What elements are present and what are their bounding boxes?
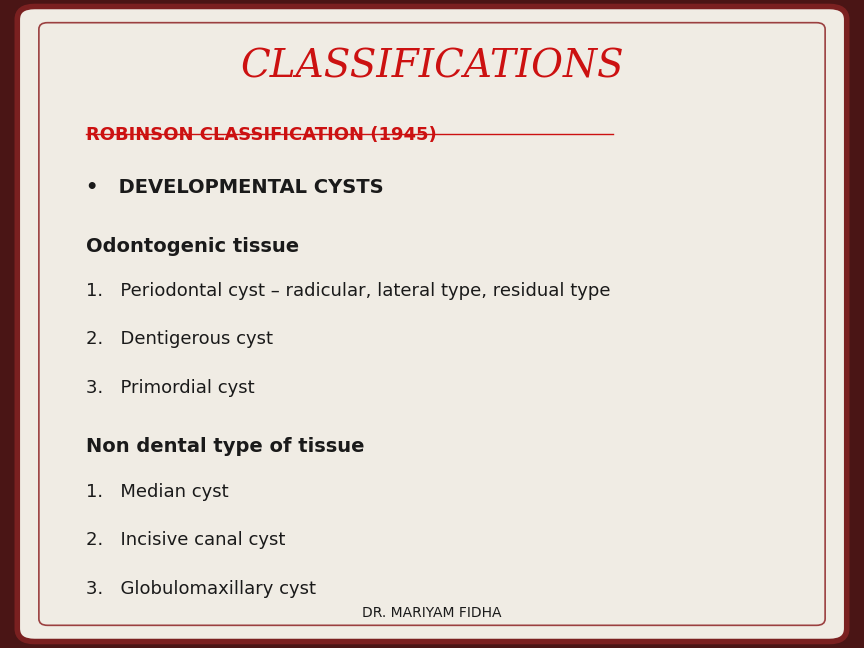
Text: 3.   Globulomaxillary cyst: 3. Globulomaxillary cyst [86, 580, 316, 598]
Text: 2.   Dentigerous cyst: 2. Dentigerous cyst [86, 330, 273, 349]
Text: 3.   Primordial cyst: 3. Primordial cyst [86, 379, 255, 397]
Text: ROBINSON CLASSIFICATION (1945): ROBINSON CLASSIFICATION (1945) [86, 126, 437, 145]
Text: Odontogenic tissue: Odontogenic tissue [86, 237, 300, 255]
Text: •   DEVELOPMENTAL CYSTS: • DEVELOPMENTAL CYSTS [86, 178, 384, 197]
Text: DR. MARIYAM FIDHA: DR. MARIYAM FIDHA [362, 606, 502, 620]
Text: 1.   Periodontal cyst – radicular, lateral type, residual type: 1. Periodontal cyst – radicular, lateral… [86, 282, 611, 300]
Text: 1.   Median cyst: 1. Median cyst [86, 483, 229, 501]
Text: CLASSIFICATIONS: CLASSIFICATIONS [240, 49, 624, 86]
Text: 2.   Incisive canal cyst: 2. Incisive canal cyst [86, 531, 286, 550]
Text: Non dental type of tissue: Non dental type of tissue [86, 437, 365, 456]
FancyBboxPatch shape [17, 6, 847, 642]
